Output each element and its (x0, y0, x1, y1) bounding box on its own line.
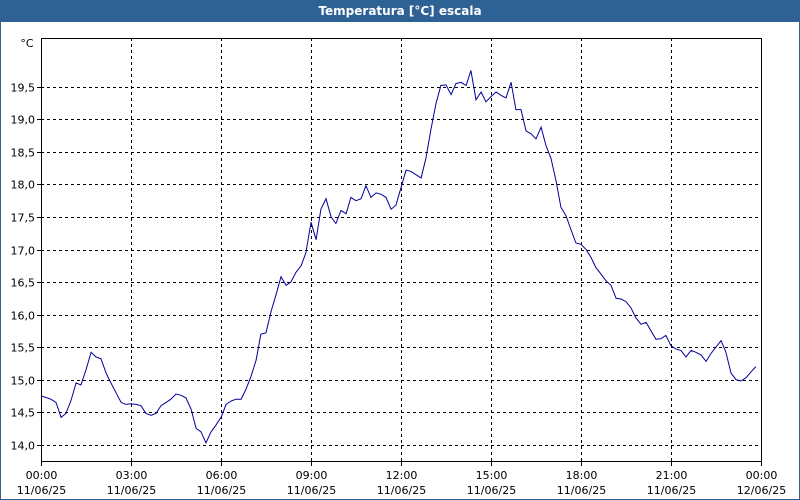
series-line-temperature (40, 70, 757, 444)
y-tick-label: 16,0 (11, 310, 36, 323)
chart-title: Temperatura [°C] escala (0, 0, 800, 22)
x-tick-label-date: 11/06/25 (17, 484, 66, 497)
x-tick-label-date: 11/06/25 (557, 484, 606, 497)
x-tick-label-time: 12:00 (386, 469, 418, 482)
x-tick-label-date: 11/06/25 (467, 484, 516, 497)
x-tick-label-date: 12/06/25 (737, 484, 786, 497)
grid (41, 38, 761, 461)
x-tick-label-date: 11/06/25 (107, 484, 156, 497)
x-tick-label-time: 15:00 (476, 469, 508, 482)
x-tick-label-date: 11/06/25 (647, 484, 696, 497)
y-tick-label: 17,0 (11, 245, 36, 258)
y-tick-label: 19,0 (11, 114, 36, 127)
x-tick-label-time: 00:00 (26, 469, 58, 482)
x-tick-label-time: 18:00 (566, 469, 598, 482)
y-tick-label: 18,5 (11, 147, 36, 160)
y-tick-label: 16,5 (11, 277, 36, 290)
y-tick-label: 19,5 (11, 82, 36, 95)
y-axis-unit-label: °C (20, 37, 34, 50)
x-tick-label-time: 09:00 (296, 469, 328, 482)
y-tick-label: 18,0 (11, 179, 36, 192)
y-tick-label: 17,5 (11, 212, 36, 225)
x-tick-label-date: 11/06/25 (287, 484, 336, 497)
y-tick-label: 15,5 (11, 342, 36, 355)
x-tick-label-date: 11/06/25 (197, 484, 246, 497)
y-tick-label: 15,0 (11, 375, 36, 388)
y-tick-label: 14,0 (11, 440, 36, 453)
x-tick-label-time: 00:00 (746, 469, 778, 482)
x-tick-label-time: 06:00 (206, 469, 238, 482)
y-tick-label: 14,5 (11, 407, 36, 420)
x-tick-label-time: 21:00 (656, 469, 688, 482)
x-tick-label-date: 11/06/25 (377, 484, 426, 497)
x-tick-label-time: 03:00 (116, 469, 148, 482)
chart-frame: 14,0 14,5 15,0 15,5 16,0 16,5 17,0 17,5 18,0 18,5… (0, 22, 800, 500)
temperature-chart: 14,0 14,5 15,0 15,5 16,0 16,5 17,0 17,5 18,0 18,5… (11, 37, 787, 497)
x-axis: 00:00 11/06/25 03:00 11/06/25 06:00 11/06/25 0… (17, 461, 786, 497)
y-axis: 14,0 14,5 15,0 15,5 16,0 16,5 17,0 17,5 18,0 18,5… (11, 82, 41, 453)
